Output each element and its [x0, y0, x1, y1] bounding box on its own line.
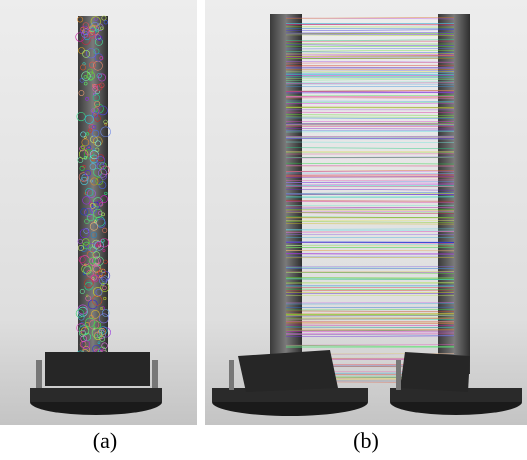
bolt	[229, 360, 234, 390]
bolt	[396, 360, 401, 390]
turntable-rim	[30, 388, 162, 402]
bracket	[45, 352, 150, 386]
bolt	[36, 360, 42, 388]
turntable-rim	[212, 388, 368, 402]
caption: (b)	[353, 428, 379, 453]
figure: (a) (b)	[0, 0, 527, 460]
panel-b	[205, 0, 527, 425]
bracket	[238, 350, 338, 392]
panel-a	[0, 0, 197, 425]
bolt	[152, 360, 158, 388]
caption: (a)	[93, 428, 117, 453]
page: (a) (b) (() => { const data = JSON.parse…	[0, 0, 527, 460]
bracket	[400, 352, 470, 392]
